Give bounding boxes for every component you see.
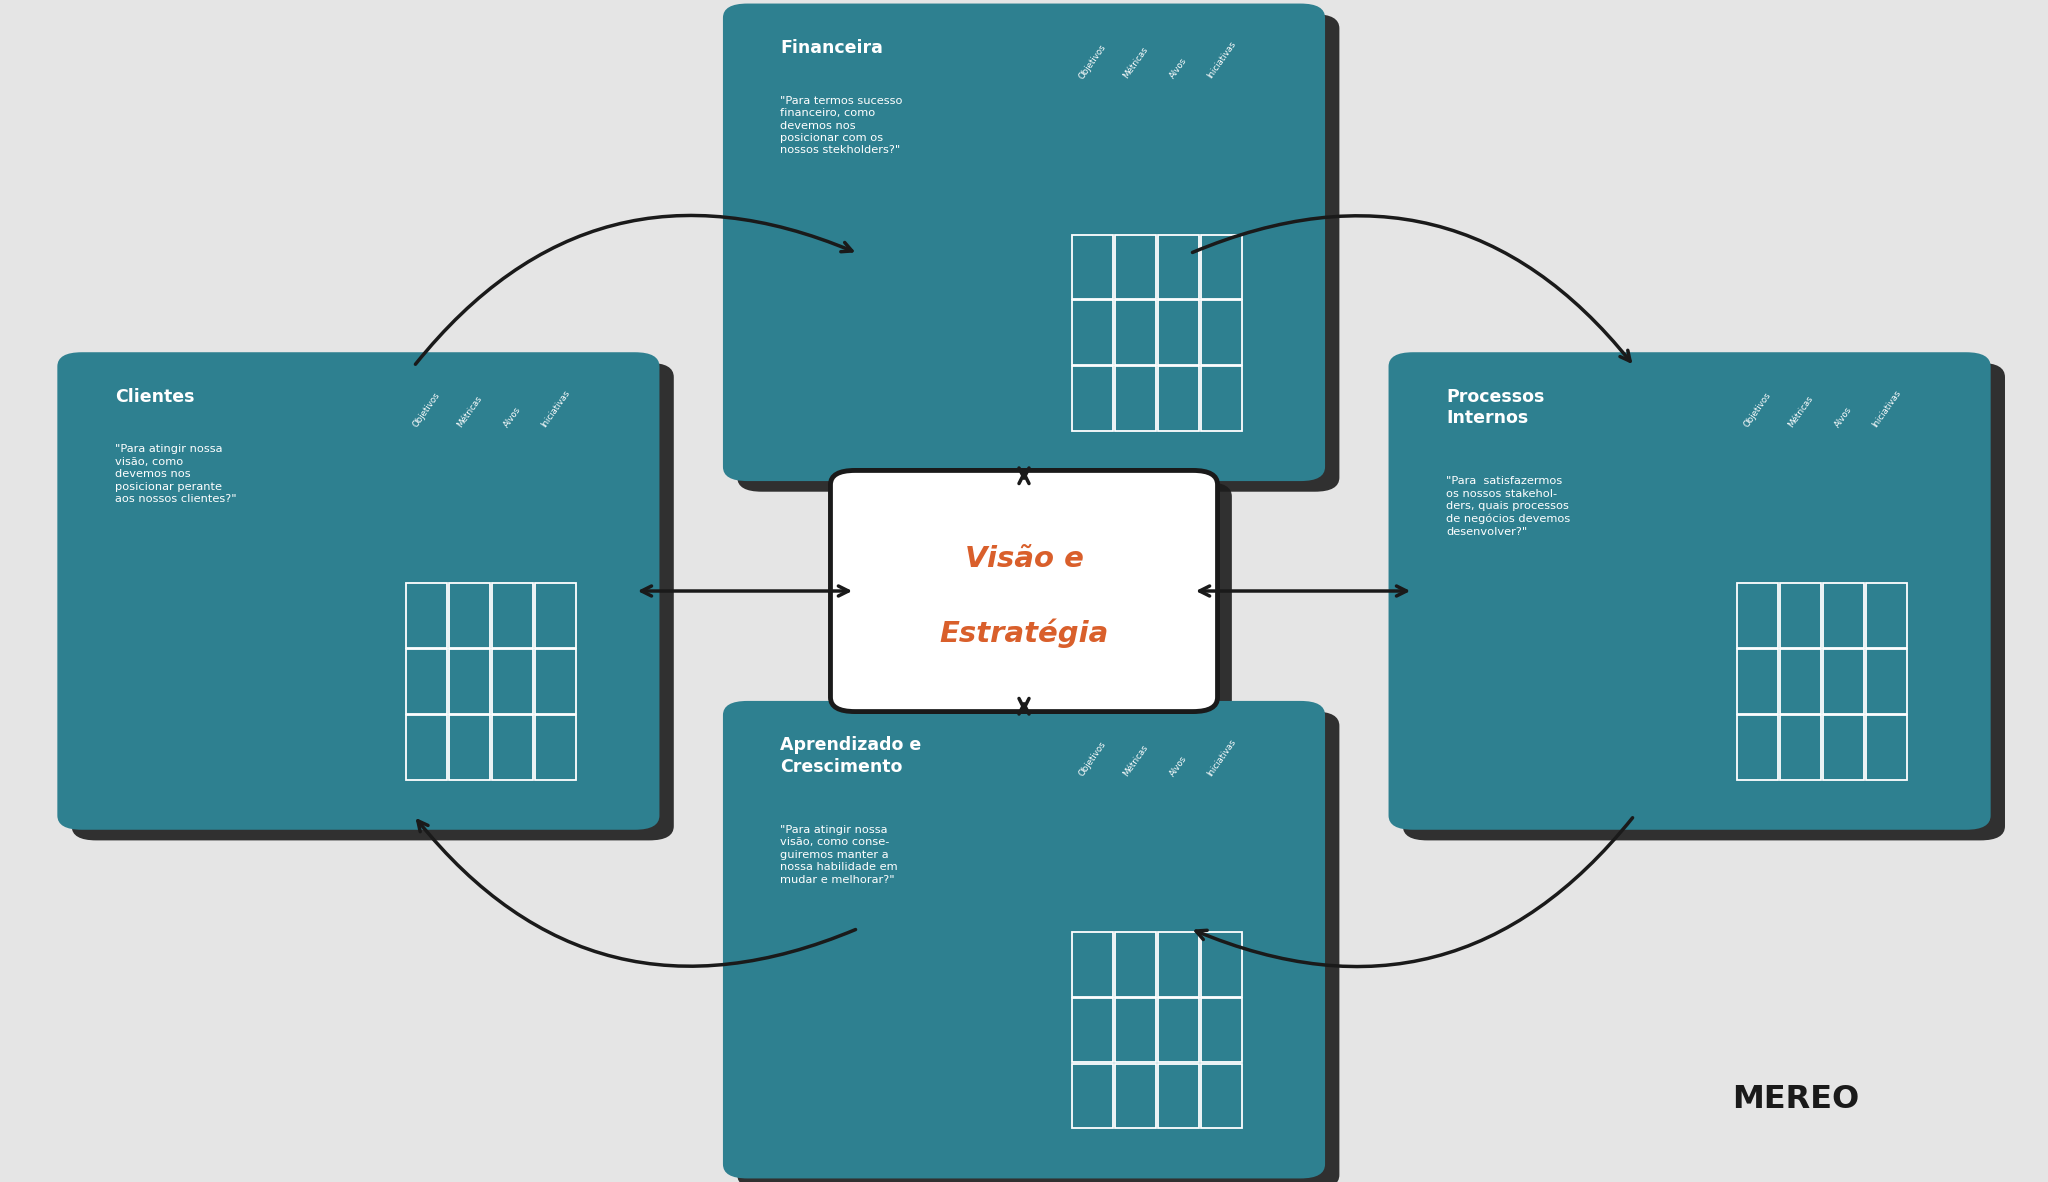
Bar (1114, 366, 1155, 431)
Bar (1114, 931, 1155, 996)
FancyBboxPatch shape (1403, 363, 2005, 840)
Bar (1780, 583, 1821, 648)
Bar (535, 715, 575, 780)
Bar (1071, 1064, 1112, 1129)
Text: Alvos: Alvos (1167, 754, 1188, 778)
Bar (1200, 300, 1241, 365)
Text: Aprendizado e
Crescimento: Aprendizado e Crescimento (780, 736, 922, 775)
Bar (1823, 715, 1864, 780)
Bar (1737, 649, 1778, 714)
Bar (1200, 366, 1241, 431)
Bar (492, 715, 532, 780)
Text: Objetivos: Objetivos (1077, 740, 1108, 778)
Bar (492, 583, 532, 648)
Bar (406, 715, 446, 780)
Text: Alvos: Alvos (1833, 405, 1853, 429)
Text: Objetivos: Objetivos (1077, 43, 1108, 80)
Bar (1071, 300, 1112, 365)
Bar (1200, 1064, 1241, 1129)
FancyBboxPatch shape (737, 14, 1339, 492)
FancyBboxPatch shape (72, 363, 674, 840)
Bar (449, 649, 489, 714)
Bar (1071, 931, 1112, 996)
Text: Métricas: Métricas (1120, 742, 1149, 778)
Text: Alvos: Alvos (502, 405, 522, 429)
Bar (1071, 234, 1112, 299)
Bar (449, 583, 489, 648)
Bar (406, 583, 446, 648)
Text: "Para atingir nossa
visão, como
devemos nos
posicionar perante
aos nossos client: "Para atingir nossa visão, como devemos … (115, 444, 236, 504)
Bar (1866, 715, 1907, 780)
Bar (1071, 998, 1112, 1063)
Text: Estratégia: Estratégia (940, 619, 1108, 648)
Bar (1780, 715, 1821, 780)
Bar (1157, 931, 1198, 996)
Text: Iniciativas: Iniciativas (1870, 389, 1903, 429)
Bar (1114, 300, 1155, 365)
FancyBboxPatch shape (723, 4, 1325, 481)
Text: Visão e: Visão e (965, 545, 1083, 573)
Bar (1157, 366, 1198, 431)
Bar (1157, 998, 1198, 1063)
Bar (1157, 300, 1198, 365)
FancyBboxPatch shape (831, 470, 1217, 712)
Bar (1737, 715, 1778, 780)
Bar (1200, 234, 1241, 299)
Text: Alvos: Alvos (1167, 57, 1188, 80)
Bar (1200, 998, 1241, 1063)
Text: Objetivos: Objetivos (1743, 391, 1774, 429)
Bar (535, 649, 575, 714)
Bar (1866, 649, 1907, 714)
Bar (1780, 649, 1821, 714)
Bar (1114, 998, 1155, 1063)
Bar (1200, 931, 1241, 996)
Text: Métricas: Métricas (1120, 45, 1149, 80)
Bar (535, 583, 575, 648)
FancyBboxPatch shape (737, 712, 1339, 1182)
Bar (1157, 1064, 1198, 1129)
Text: Objetivos: Objetivos (412, 391, 442, 429)
Text: Iniciativas: Iniciativas (1204, 40, 1237, 80)
Bar (1114, 1064, 1155, 1129)
Bar (1866, 583, 1907, 648)
Text: "Para termos sucesso
financeiro, como
devemos nos
posicionar com os
nossos stekh: "Para termos sucesso financeiro, como de… (780, 96, 903, 155)
FancyBboxPatch shape (844, 482, 1231, 723)
Text: "Para atingir nossa
visão, como conse-
guiremos manter a
nossa habilidade em
mud: "Para atingir nossa visão, como conse- g… (780, 825, 897, 884)
Bar (1114, 234, 1155, 299)
FancyBboxPatch shape (57, 352, 659, 830)
Text: Processos
Internos: Processos Internos (1446, 388, 1544, 427)
Text: Iniciativas: Iniciativas (1204, 738, 1237, 778)
Text: Iniciativas: Iniciativas (539, 389, 571, 429)
Bar (1823, 649, 1864, 714)
Bar (1071, 366, 1112, 431)
Text: Métricas: Métricas (455, 394, 483, 429)
Text: Financeira: Financeira (780, 39, 883, 57)
FancyBboxPatch shape (1389, 352, 1991, 830)
Bar (449, 715, 489, 780)
Text: MEREO: MEREO (1733, 1084, 1860, 1115)
Text: "Para  satisfazermos
os nossos stakehol-
ders, quais processos
de negócios devem: "Para satisfazermos os nossos stakehol- … (1446, 476, 1571, 537)
Text: Clientes: Clientes (115, 388, 195, 405)
Bar (492, 649, 532, 714)
Bar (1823, 583, 1864, 648)
Bar (406, 649, 446, 714)
Bar (1157, 234, 1198, 299)
Text: Métricas: Métricas (1786, 394, 1815, 429)
FancyBboxPatch shape (723, 701, 1325, 1178)
Bar (1737, 583, 1778, 648)
